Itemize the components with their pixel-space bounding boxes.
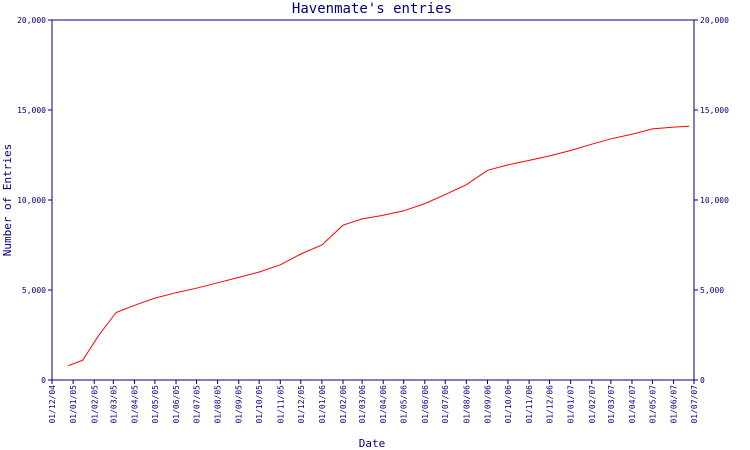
x-tick-label: 01/12/05 (297, 385, 306, 424)
x-tick-label: 01/12/06 (546, 385, 555, 424)
y-tick-label-right: 10,000 (700, 196, 729, 205)
x-tick-label: 01/11/05 (276, 385, 285, 424)
y-tick-label-left: 0 (41, 376, 46, 385)
x-tick-label: 01/11/06 (525, 385, 534, 424)
x-tick-label: 01/04/06 (379, 385, 388, 424)
x-tick-label: 01/07/07 (690, 385, 699, 424)
x-tick-label: 01/04/07 (628, 385, 637, 424)
y-tick-label-right: 15,000 (700, 106, 729, 115)
y-tick-label-right: 0 (700, 376, 705, 385)
y-tick-label-left: 15,000 (17, 106, 46, 115)
x-tick-label: 01/08/05 (214, 385, 223, 424)
x-tick-label: 01/08/06 (462, 385, 471, 424)
x-tick-label: 01/03/05 (109, 385, 118, 424)
x-tick-label: 01/09/06 (483, 385, 492, 424)
y-tick-label-right: 5,000 (700, 286, 724, 295)
chart-title: Havenmate's entries (292, 1, 452, 17)
x-tick-label: 01/01/07 (567, 385, 576, 424)
x-tick-label: 01/03/07 (607, 385, 616, 424)
x-tick-label: 01/02/07 (588, 385, 597, 424)
x-axis-title: Date (359, 437, 386, 450)
y-tick-label-right: 20,000 (700, 16, 729, 25)
x-tick-label: 01/10/06 (504, 385, 513, 424)
y-tick-label-left: 20,000 (17, 16, 46, 25)
x-tick-label: 01/05/07 (648, 385, 657, 424)
y-tick-label-left: 5,000 (22, 286, 46, 295)
y-tick-label-left: 10,000 (17, 196, 46, 205)
x-tick-label: 01/03/06 (358, 385, 367, 424)
x-tick-label: 01/05/05 (151, 385, 160, 424)
x-tick-label: 01/07/05 (192, 385, 201, 424)
x-axis: 01/12/04 01/01/05 01/02/05 01/03/05 01/04/05… (48, 380, 699, 424)
x-tick-label: 01/06/05 (172, 385, 181, 424)
series-line (68, 125, 690, 367)
x-tick-label: 01/12/04 (48, 385, 57, 424)
y-axis-right: 0 5,000 10,000 15,000 20,000 (694, 16, 729, 385)
x-tick-label: 01/02/05 (90, 385, 99, 424)
x-tick-label: 01/06/06 (421, 385, 430, 424)
y-axis-left: 0 5,000 10,000 15,000 20,000 (17, 16, 52, 385)
x-tick-label: 01/02/06 (339, 385, 348, 424)
x-tick-label: 01/04/05 (130, 385, 139, 424)
x-tick-label: 01/09/05 (235, 385, 244, 424)
series-group (68, 125, 690, 367)
x-tick-label: 01/01/06 (318, 385, 327, 424)
x-tick-label: 01/05/06 (400, 385, 409, 424)
x-tick-label: 01/06/07 (670, 385, 679, 424)
x-tick-label: 01/07/06 (441, 385, 450, 424)
x-tick-label: 01/10/05 (255, 385, 264, 424)
x-tick-label: 01/01/05 (69, 385, 78, 424)
y-axis-title: Number of Entries (1, 144, 14, 257)
